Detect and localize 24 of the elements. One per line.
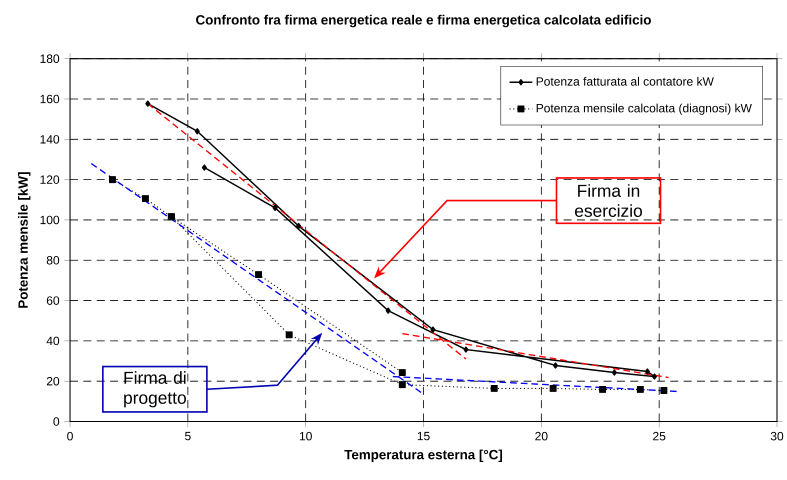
- chart-title: Confronto fra firma energetica reale e firma energetica calcolata edificio: [196, 14, 651, 28]
- x-tick-label: 15: [418, 432, 430, 440]
- x-tick-label: 0: [67, 432, 73, 440]
- y-tick-label: 180: [40, 54, 60, 63]
- legend-label: Potenza fatturata al contatore kW: [536, 76, 714, 86]
- annotation: Firma in esercizio: [575, 184, 642, 217]
- x-tick-label: 10: [300, 432, 312, 440]
- y-tick-label: 80: [46, 256, 60, 264]
- y-tick-label: 140: [40, 134, 60, 144]
- legend-label: Potenza mensile calcolata (diagnosi) kW: [536, 103, 752, 115]
- x-tick-label: 30: [770, 432, 784, 440]
- x-tick-label: 20: [535, 432, 548, 440]
- y-axis-title: Potenza mensile [kW]: [18, 172, 30, 308]
- y-tick-label: 120: [40, 175, 60, 184]
- x-axis-title: Temperatura esterna [°C]: [344, 449, 502, 462]
- x-tick-label: 25: [653, 432, 666, 440]
- x-tick-label: 5: [185, 432, 191, 440]
- y-tick-label: 20: [46, 376, 60, 386]
- y-tick-label: 160: [40, 94, 60, 104]
- annotation: Firma di progetto: [124, 371, 186, 408]
- y-tick-label: 100: [40, 216, 60, 224]
- y-tick-label: 40: [46, 336, 60, 346]
- y-tick-label: 60: [46, 296, 60, 305]
- y-tick-label: 0: [53, 417, 60, 426]
